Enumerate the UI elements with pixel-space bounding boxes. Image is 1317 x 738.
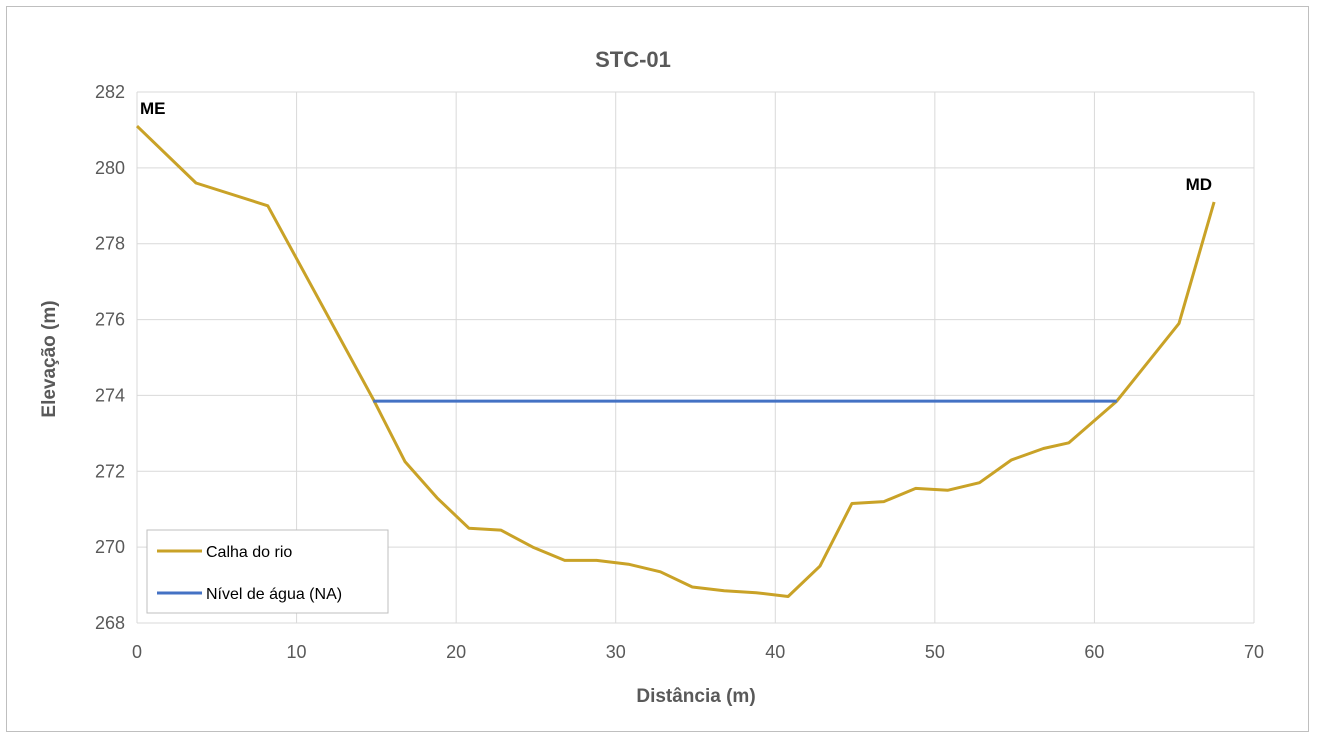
y-axis-title: Elevação (m): [39, 300, 60, 417]
x-tick-label: 30: [606, 642, 626, 662]
y-tick-label: 274: [95, 385, 125, 405]
legend: Calha do rio Nível de água (NA): [146, 529, 389, 614]
annotation-me: ME: [140, 99, 166, 118]
annotations: ME MD: [140, 99, 1212, 194]
legend-label-na: Nível de água (NA): [206, 586, 342, 603]
series-line-calha: [135, 125, 1216, 598]
x-tick-label: 0: [132, 642, 142, 662]
legend-box: [146, 529, 389, 614]
x-tick-label: 70: [1244, 642, 1264, 662]
y-tick-label: 278: [95, 234, 125, 254]
x-tick-label: 10: [287, 642, 307, 662]
y-tick-label: 268: [95, 613, 125, 633]
annotation-md: MD: [1186, 175, 1212, 194]
tick-labels: 268 270 272 274 276 278 280 282 0 10 20 30 40 50 60 70: [95, 82, 1264, 662]
y-tick-label: 276: [95, 310, 125, 330]
x-axis-title: Distância (m): [636, 686, 755, 707]
x-tick-label: 40: [765, 642, 785, 662]
series-group: [135, 125, 1216, 598]
legend-label-calha: Calha do rio: [206, 544, 292, 561]
x-tick-label: 20: [446, 642, 466, 662]
y-tick-label: 282: [95, 82, 125, 102]
y-tick-label: 280: [95, 158, 125, 178]
x-tick-label: 60: [1084, 642, 1104, 662]
y-tick-label: 272: [95, 461, 125, 481]
y-tick-label: 270: [95, 537, 125, 557]
chart-title: STC-01: [595, 47, 671, 72]
x-tick-label: 50: [925, 642, 945, 662]
